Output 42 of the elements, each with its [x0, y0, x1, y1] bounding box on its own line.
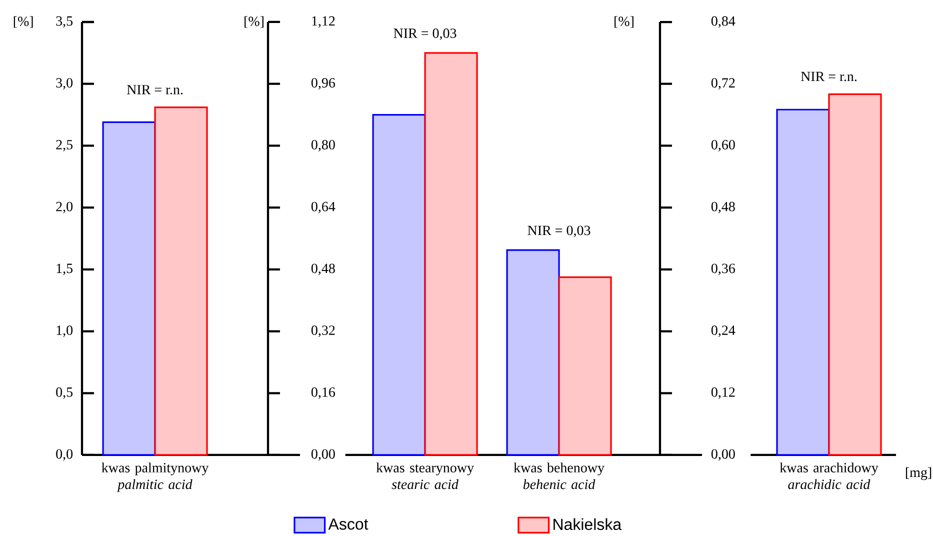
y-tick-label: 0,0	[56, 449, 73, 461]
y-tick-label: 2,5	[56, 140, 73, 152]
y-tick-label: 0,24	[711, 326, 736, 338]
y-tick-label: 1,0	[56, 326, 73, 338]
y-tick-label: 3,5	[56, 16, 73, 28]
annotation: NIR = 0,03	[528, 226, 590, 238]
y-tick-label: 0,80	[311, 140, 335, 152]
legend-label: Ascot	[328, 518, 368, 530]
y-tick-label: 0,48	[311, 264, 335, 276]
legend-label: Nakielska	[554, 518, 622, 530]
y-tick-label: 0,64	[311, 202, 336, 214]
y-axis-title: [%]	[14, 16, 33, 28]
bar	[506, 249, 560, 456]
bar	[424, 52, 478, 456]
y-tick-label: 0,72	[711, 78, 735, 90]
y-tick-label: 0,60	[711, 140, 735, 152]
y-tick-label: 2,0	[56, 202, 73, 214]
annotation: NIR = r.n.	[800, 72, 857, 82]
x-axis-title: [mg]	[906, 467, 932, 480]
y-tick-label: 3,0	[56, 78, 73, 90]
annotation: NIR = r.n.	[126, 85, 183, 94]
x-tick-label: kwas palmitynowy palmitic acid	[102, 462, 209, 492]
y-tick-label: 0,5	[56, 387, 73, 399]
y-tick-label: 1,12	[312, 16, 335, 28]
y-tick-label: 0,00	[711, 449, 735, 461]
bar	[372, 114, 426, 456]
y-tick-label: 0,32	[311, 326, 335, 338]
x-tick-label: kwas arachidowy arachidic acid	[780, 462, 878, 490]
y-axis-title: [%]	[244, 16, 264, 28]
x-tick-label: kwas stearynowy stearic acid	[376, 462, 474, 490]
y-axis-title: [%]	[614, 16, 634, 28]
annotation: NIR = 0,03	[394, 28, 456, 40]
x-tick-label: kwas behenowy behenic acid	[514, 462, 604, 490]
y-tick-label: 1,5	[56, 264, 73, 276]
y-tick-label: 0,36	[711, 264, 736, 276]
y-tick-label: 0,16	[311, 387, 336, 399]
y-tick-label: 0,84	[711, 16, 736, 28]
y-tick-label: 0,48	[711, 202, 735, 214]
bar	[558, 276, 612, 456]
y-tick-label: 0,12	[711, 387, 735, 399]
y-tick-label: 0,96	[311, 78, 336, 90]
y-tick-label: 0,00	[311, 449, 335, 461]
